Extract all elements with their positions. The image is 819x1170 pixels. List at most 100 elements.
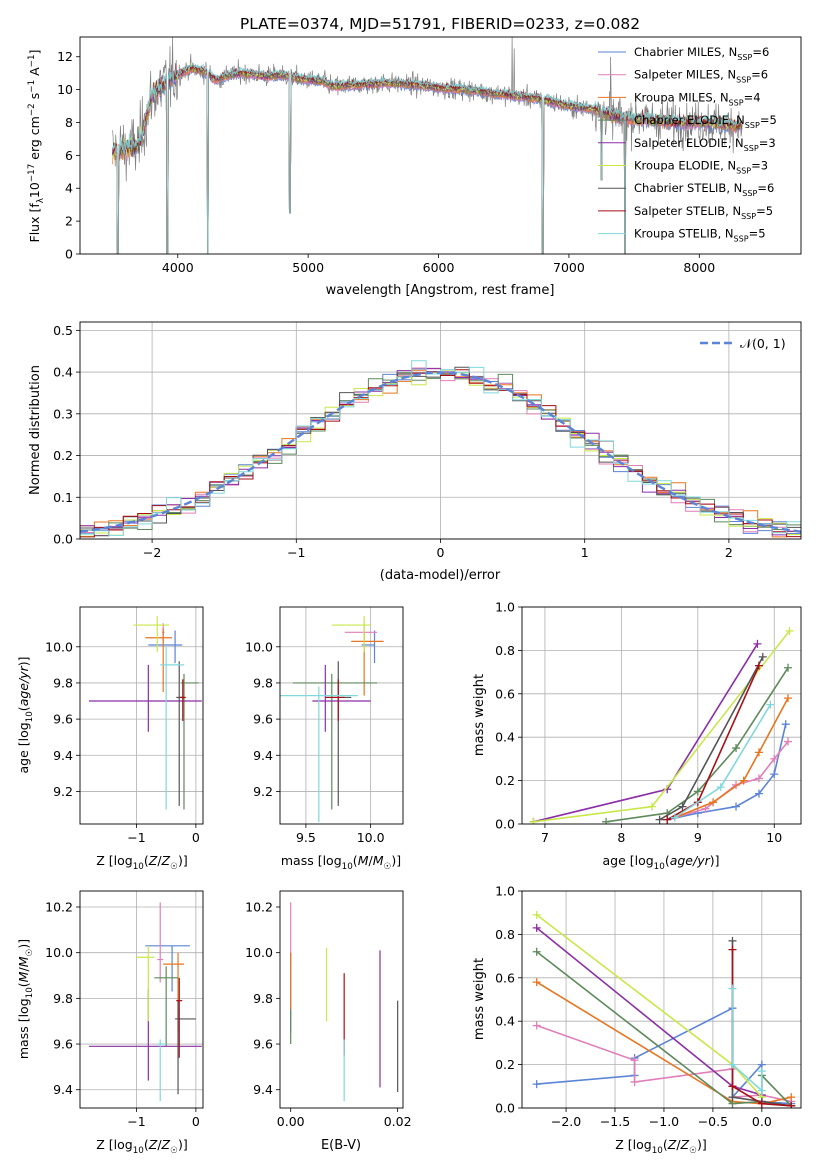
axes-border	[79, 36, 802, 255]
z-age-xlabel: Z [log10(Z/Z☉)]	[96, 853, 188, 872]
y-tick-label: 0.1	[53, 490, 73, 505]
plot-area	[290, 902, 399, 1102]
weight-marker	[709, 798, 718, 807]
y-tick-label: 0.4	[495, 1014, 515, 1029]
z-weight-xlabel: Z [log10(Z/Z☉)]	[615, 1137, 707, 1156]
axes-border	[79, 321, 802, 540]
plot-area	[532, 910, 796, 1108]
mass-age-xlabel: mass [log10(M/M☉)]	[281, 853, 401, 872]
x-tick-label: 8	[617, 830, 625, 845]
weight-marker	[781, 720, 790, 729]
y-tick-label: 0.8	[495, 643, 515, 658]
y-tick-label: 0.2	[495, 1057, 515, 1072]
weight-marker	[630, 1077, 639, 1086]
y-tick-label: 9.6	[53, 712, 73, 727]
y-tick-label: 10.0	[45, 639, 73, 654]
panel-z-vs-age: −1 0 9.2 9.4 9.6 9.8 10.0 Z [log10(Z/Z☉)] age [l…	[16, 606, 204, 872]
x-tick-label: −1.5	[600, 1114, 630, 1129]
x-tick-label: 2	[725, 545, 733, 560]
legend-label: 𝒩(0, 1)	[740, 336, 786, 351]
legend-label: Kroupa ELODIE, NSSP=3	[634, 159, 768, 176]
weight-marker	[728, 984, 737, 993]
weight-marker	[678, 802, 687, 811]
y-tick-label: 9.6	[53, 1037, 73, 1052]
weight-marker	[739, 776, 748, 785]
x-tick-label: 0.00	[277, 1114, 305, 1129]
weight-marker	[753, 639, 762, 648]
panel-z-vs-mass: −1 0 9.4 9.6 9.8 10.0 10.2 Z [log10(Z/Z☉)] mass …	[16, 890, 204, 1156]
y-tick-label: 1.0	[495, 600, 515, 615]
weight-marker	[785, 626, 794, 635]
plot-area	[280, 616, 384, 823]
y-tick-label: 0.5	[53, 323, 73, 338]
z-mass-ylabel: mass [log10(M/M☉)]	[16, 939, 35, 1059]
axes-frame: −1 0 9.4 9.6 9.8 10.0 10.2	[45, 890, 204, 1129]
x-tick-label: 7	[541, 830, 549, 845]
legend-label: Salpeter STELIB, NSSP=5	[634, 204, 773, 221]
y-tick-label: 0.0	[495, 1101, 515, 1116]
y-tick-label: 9.8	[53, 991, 73, 1006]
y-tick-label: 0.0	[53, 532, 73, 547]
y-tick-label: 4	[65, 181, 73, 196]
axes-frame: 9.5 10.0 9.2 9.4 9.6 9.8 10.0	[245, 606, 404, 845]
x-tick-label: 1	[581, 545, 589, 560]
weight-marker	[630, 1056, 639, 1065]
y-tick-label: 1.0	[495, 884, 515, 899]
weight-marker	[754, 748, 763, 757]
y-tick-label: 9.2	[253, 784, 273, 799]
weight-marker	[732, 802, 741, 811]
weight-marker	[784, 694, 793, 703]
legend-label: Chabrier MILES, NSSP=6	[634, 45, 769, 62]
legend-label: Kroupa MILES, NSSP=4	[634, 90, 761, 107]
weight-marker	[529, 817, 538, 824]
spectrum-ylabel: Flux [fλ10−17 erg cm−2 s−1 A−1]	[27, 50, 46, 243]
axes-border	[279, 606, 404, 825]
y-tick-label: 9.8	[253, 991, 273, 1006]
plot-area	[88, 616, 202, 810]
legend-label: Chabrier ELODIE, NSSP=5	[634, 113, 777, 130]
y-tick-label: 9.6	[253, 712, 273, 727]
legend-label: Salpeter ELODIE, NSSP=3	[634, 136, 776, 153]
x-tick-label: 0.0	[752, 1114, 772, 1129]
y-tick-label: 9.8	[253, 675, 273, 690]
weight-line	[667, 724, 787, 821]
weight-marker	[728, 1082, 737, 1091]
weight-marker	[670, 813, 679, 822]
weight-line	[674, 741, 789, 819]
weight-marker	[532, 1021, 541, 1030]
x-tick-label: −1	[127, 1114, 145, 1129]
residual-xlabel: (data-model)/error	[380, 568, 501, 583]
axes-frame: −2.0 −1.5 −1.0 −0.5 0.0 0.0 0.2 0.4 0.6 0.8 1.0	[495, 884, 802, 1129]
x-tick-label: 6000	[423, 260, 455, 275]
axes-frame: −1 0 9.2 9.4 9.6 9.8 10.0	[45, 606, 204, 845]
y-tick-label: 9.4	[253, 1082, 273, 1097]
weight-marker	[757, 1067, 766, 1076]
y-tick-label: 9.4	[253, 748, 273, 763]
legend-label: Salpeter MILES, NSSP=6	[634, 68, 768, 85]
y-tick-label: 10.2	[245, 899, 273, 914]
weight-marker	[655, 815, 664, 824]
weight-marker	[784, 737, 793, 746]
weight-marker	[647, 802, 656, 811]
spectrum-title: PLATE=0374, MJD=51791, FIBERID=0233, z=0…	[240, 15, 640, 33]
y-tick-label: 0.4	[495, 730, 515, 745]
y-tick-label: 8	[65, 115, 73, 130]
panel-ebv-vs-mass: 0.00 0.02 9.4 9.6 9.8 10.0 10.2 E(B-V)	[245, 890, 412, 1153]
x-tick-label: −1	[127, 830, 145, 845]
panel-residuals: −2 −1 0 1 2 0.0 0.1 0.2 0.3 0.4 0.5 𝒩(0, 1) (data-mo…	[28, 321, 802, 583]
weight-marker	[787, 1093, 796, 1102]
x-tick-label: 9	[694, 830, 702, 845]
x-tick-label: 0.02	[384, 1114, 412, 1129]
x-tick-label: −0.5	[698, 1114, 728, 1129]
plot-area	[112, 37, 743, 254]
weight-marker	[757, 1086, 766, 1095]
weight-marker	[728, 945, 737, 954]
axes-border	[79, 606, 204, 825]
axes-frame: 4000 5000 6000 7000 8000 0 2 4 6 8 10 12	[57, 36, 802, 275]
weight-marker	[757, 1099, 766, 1108]
weight-marker	[728, 936, 737, 945]
weight-marker	[770, 770, 779, 779]
y-tick-label: 9.4	[53, 1082, 73, 1097]
x-tick-label: 5000	[292, 260, 324, 275]
y-tick-label: 9.8	[53, 675, 73, 690]
